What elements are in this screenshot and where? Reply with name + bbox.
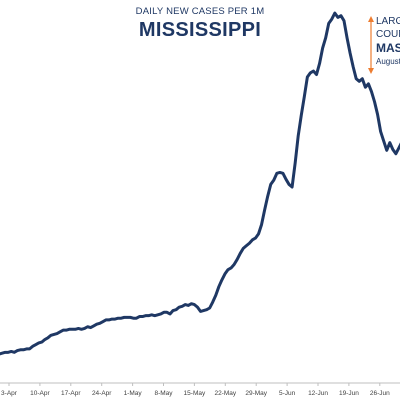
annotation-arrowhead-down	[368, 68, 374, 74]
x-tick-label: 29-May	[245, 390, 267, 397]
x-tick-label: 8-May	[154, 390, 173, 397]
chart-title: MISSISSIPPI	[138, 19, 262, 41]
annotation-line-3: MAS	[376, 41, 400, 55]
series-line	[0, 11, 400, 356]
x-tick-label: 10-Apr	[30, 390, 50, 397]
annotation-line-1: LARG	[376, 16, 400, 27]
x-tick-label: 12-Jun	[308, 390, 328, 397]
x-tick-label: 17-Apr	[61, 390, 81, 397]
annotation-arrowhead-up	[368, 16, 374, 22]
x-tick-label: 19-Jun	[339, 390, 359, 397]
x-tick-label: 26-Jun	[370, 390, 390, 397]
annotation-line-4: August	[376, 57, 400, 66]
x-tick-label: 15-May	[184, 390, 206, 397]
chart-subtitle: DAILY NEW CASES PER 1M	[135, 6, 265, 17]
x-tick-label: 3-Apr	[1, 390, 18, 397]
x-tick-label: 22-May	[214, 390, 236, 397]
x-tick-label: 5-Jun	[279, 390, 296, 397]
x-tick-label: 1-May	[124, 390, 143, 397]
x-tick-label: 24-Apr	[92, 390, 112, 397]
annotation-line-2: COUN	[376, 29, 400, 40]
annotation-text: LARG COUN MAS August	[376, 15, 400, 67]
